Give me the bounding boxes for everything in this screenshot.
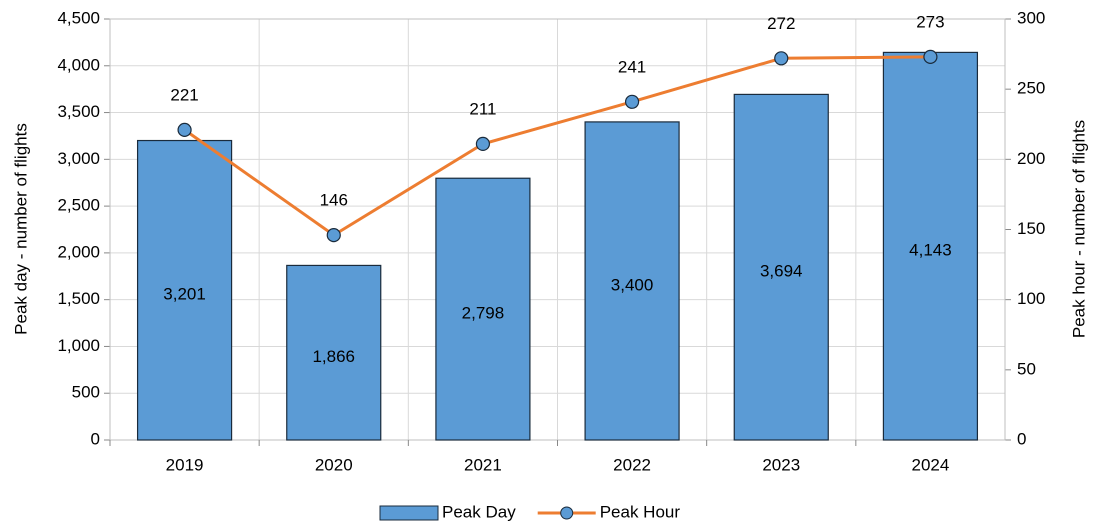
line-marker [177,122,192,137]
y-tick-label: 4,000 [57,55,100,74]
bar-label: 2,798 [462,304,505,323]
line-label: 272 [767,14,795,33]
bar-label: 3,694 [760,262,803,281]
y2-tick-label: 150 [1017,219,1045,238]
y2-tick-label: 0 [1017,429,1026,448]
y-tick-label: 2,000 [57,242,100,261]
line-marker [326,228,341,243]
bar-label: 3,201 [163,285,206,304]
line-label: 211 [469,99,496,118]
bar-label: 3,400 [611,275,654,294]
y2-tick-label: 300 [1017,8,1045,27]
y-tick-label: 4,500 [57,8,100,27]
x-tick-label: 2021 [464,455,502,474]
line [183,55,931,237]
y-tick-label: 1,500 [57,289,100,308]
legend-swatch [379,505,439,521]
bar [286,264,382,441]
x-tick-label: 2019 [166,455,204,474]
line-marker [774,51,789,66]
y2-tick-label: 50 [1017,359,1036,378]
line-marker [624,94,640,109]
y2-tick-label: 100 [1017,289,1045,308]
y-axis-title: Peak day - number of flights [11,123,30,335]
legend-label: Peak Day [442,502,516,521]
legend-label: Peak Hour [600,502,681,521]
line-label: 241 [618,57,646,76]
y-tick-label: 3,500 [57,102,100,121]
bar [733,93,829,441]
line-label: 146 [320,191,348,210]
y-tick-label: 2,500 [57,196,100,215]
y-tick-label: 3,000 [57,149,100,168]
y-tick-label: 500 [72,383,100,402]
bar [136,139,233,441]
y2-tick-label: 250 [1017,79,1045,98]
line-label: 221 [170,85,198,104]
bar [584,121,680,441]
y2-tick-label: 200 [1017,149,1045,168]
bar-label: 1,866 [312,347,355,366]
x-tick-label: 2023 [762,455,800,474]
x-tick-label: 2020 [315,455,353,474]
y2-axis-title: Peak hour - number of flights [1069,120,1088,338]
y-tick-label: 1,000 [57,336,100,355]
legend-marker [560,506,574,520]
bar [435,177,531,441]
x-tick-label: 2024 [912,455,950,474]
x-tick-label: 2022 [613,455,651,474]
line-marker [923,49,938,64]
line-marker [475,136,491,151]
bar [882,51,979,441]
y-tick-label: 0 [91,429,100,448]
line-label: 273 [916,12,944,31]
bar-label: 4,143 [909,241,952,260]
